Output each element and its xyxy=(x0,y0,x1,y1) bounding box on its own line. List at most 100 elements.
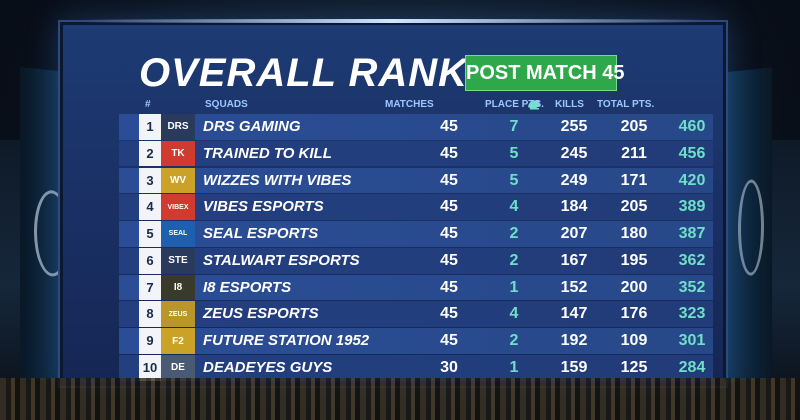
team-name: ZEUS ESPORTS xyxy=(203,305,319,323)
chicken-dinners: 2 xyxy=(509,332,519,350)
total-points: 389 xyxy=(678,198,706,216)
chicken-dinners: 1 xyxy=(509,359,519,377)
ranking-row: 1 DRS DRS GAMING 45 7 255 205 460 xyxy=(119,114,713,140)
team-logo-icon: VIBEX xyxy=(161,194,195,220)
match-badge-label: POST MATCH 45 xyxy=(466,62,625,84)
team-name: I8 ESPORTS xyxy=(203,278,292,296)
kill-points: 171 xyxy=(620,171,648,189)
rank-cell: 9 xyxy=(139,328,161,354)
team-logo-icon: ZEUS xyxy=(161,301,195,328)
total-points: 323 xyxy=(678,305,706,323)
place-points: 249 xyxy=(560,171,588,189)
header-total-pts: TOTAL PTS. xyxy=(597,99,655,110)
rank-cell: 3 xyxy=(139,167,161,194)
ranking-row: 4 VIBEX VIBES ESPORTS 45 4 184 205 389 xyxy=(119,194,713,220)
total-points: 456 xyxy=(678,144,706,162)
team-name: WIZZES WITH VIBES xyxy=(203,171,352,189)
ranking-screen: OVERALL RANKING POST MATCH 45 # SQUADS M… xyxy=(60,19,726,386)
total-points: 362 xyxy=(678,251,706,269)
team-name: TRAINED TO KILL xyxy=(203,144,332,162)
team-name: DEADEYES GUYS xyxy=(203,359,333,377)
kill-points: 109 xyxy=(620,332,648,350)
team-logo-icon: I8 xyxy=(161,274,195,301)
kill-points: 180 xyxy=(620,225,648,243)
rank-cell: 10 xyxy=(139,355,161,381)
place-points: 152 xyxy=(560,278,588,296)
total-points: 352 xyxy=(678,278,706,296)
team-name: VIBES ESPORTS xyxy=(203,198,324,216)
matches-played: 30 xyxy=(440,359,458,377)
ranking-row: 5 SEAL SEAL ESPORTS 45 2 207 180 387 xyxy=(119,221,713,247)
chicken-dinners: 5 xyxy=(509,144,519,162)
ranking-row: 6 STE STALWART ESPORTS 45 2 167 195 362 xyxy=(119,247,713,274)
header-matches: MATCHES xyxy=(385,99,434,110)
kill-points: 205 xyxy=(620,198,648,216)
screen-light-strip xyxy=(83,19,703,23)
team-logo-icon: WV xyxy=(161,167,195,194)
rank-cell: 6 xyxy=(139,247,161,274)
chicken-dinners: 5 xyxy=(509,171,519,189)
chicken-dinners: 2 xyxy=(509,225,519,243)
header-squads: SQUADS xyxy=(205,99,248,110)
team-logo-icon: DE xyxy=(161,355,195,381)
total-points: 420 xyxy=(678,171,706,189)
kill-points: 211 xyxy=(621,144,647,162)
kill-points: 205 xyxy=(620,118,648,135)
team-name: SEAL ESPORTS xyxy=(203,225,319,243)
ranking-row: 3 WV WIZZES WITH VIBES 45 5 249 171 420 xyxy=(119,167,713,194)
place-points: 192 xyxy=(560,332,588,350)
rank-cell: 5 xyxy=(139,221,161,247)
kill-points: 125 xyxy=(620,359,648,377)
team-logo-icon: DRS xyxy=(161,114,195,140)
chicken-dinners: 4 xyxy=(509,305,519,323)
ranking-row: 2 TK TRAINED TO KILL 45 5 245 211 456 xyxy=(119,140,713,167)
crowd xyxy=(0,378,800,420)
team-name: DRS GAMING xyxy=(203,118,301,135)
place-points: 167 xyxy=(560,251,588,269)
place-points: 159 xyxy=(560,359,588,377)
team-name: STALWART ESPORTS xyxy=(203,251,360,269)
matches-played: 45 xyxy=(440,332,458,350)
ranking-row: 10 DE DEADEYES GUYS 30 1 159 125 284 xyxy=(119,355,713,381)
matches-played: 45 xyxy=(440,171,458,189)
matches-played: 45 xyxy=(440,198,458,216)
side-logo-ring xyxy=(738,178,764,277)
matches-played: 45 xyxy=(440,225,458,243)
place-points: 207 xyxy=(560,225,588,243)
place-points: 184 xyxy=(560,198,588,216)
kill-points: 195 xyxy=(620,251,648,269)
rank-cell: 4 xyxy=(139,194,161,220)
place-points: 255 xyxy=(560,118,588,135)
kill-points: 200 xyxy=(620,278,648,296)
side-screen-right xyxy=(722,67,772,383)
rank-cell: 1 xyxy=(139,114,161,140)
matches-played: 45 xyxy=(440,305,458,323)
place-points: 147 xyxy=(560,305,588,323)
chicken-dinners: 4 xyxy=(509,198,519,216)
team-logo-icon: F2 xyxy=(161,328,195,354)
header-place-pts: PLACE PTS. xyxy=(485,99,544,110)
matches-played: 45 xyxy=(440,118,458,135)
place-points: 245 xyxy=(560,144,588,162)
rank-cell: 2 xyxy=(139,140,161,167)
total-points: 387 xyxy=(678,225,706,243)
team-logo-icon: TK xyxy=(161,140,195,167)
kill-points: 176 xyxy=(620,305,648,323)
match-badge: POST MATCH 45 xyxy=(465,55,625,91)
matches-played: 45 xyxy=(440,251,458,269)
chicken-dinners: 2 xyxy=(509,251,519,269)
matches-played: 45 xyxy=(440,144,458,162)
team-logo-icon: SEAL xyxy=(161,221,195,247)
total-points: 460 xyxy=(678,118,706,135)
team-name: FUTURE STATION 1952 xyxy=(203,332,370,350)
ranking-row: 9 F2 FUTURE STATION 1952 45 2 192 109 301 xyxy=(119,328,713,354)
header-rank: # xyxy=(145,99,151,110)
total-points: 301 xyxy=(678,332,706,350)
chicken-dinners: 1 xyxy=(509,278,519,296)
total-points: 284 xyxy=(678,359,706,377)
matches-played: 45 xyxy=(440,278,458,296)
ranking-table: 1 DRS DRS GAMING 45 7 255 205 460 2 TK TRAINED TO … xyxy=(119,114,713,382)
header-kills: KILLS xyxy=(555,99,584,110)
table-header: # SQUADS MATCHES PLACE PTS. KILLS TOTAL … xyxy=(139,97,713,113)
ranking-row: 8 ZEUS ZEUS ESPORTS 45 4 147 176 323 xyxy=(119,301,713,328)
